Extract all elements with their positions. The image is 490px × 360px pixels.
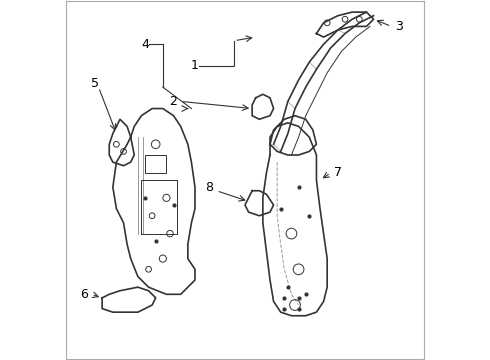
Text: 2: 2 <box>170 95 177 108</box>
Text: 4: 4 <box>141 38 149 51</box>
Text: 1: 1 <box>191 59 199 72</box>
Text: 6: 6 <box>80 288 88 301</box>
Text: 3: 3 <box>394 20 403 33</box>
Text: 5: 5 <box>91 77 99 90</box>
Text: 7: 7 <box>334 166 342 179</box>
Text: 8: 8 <box>205 181 213 194</box>
